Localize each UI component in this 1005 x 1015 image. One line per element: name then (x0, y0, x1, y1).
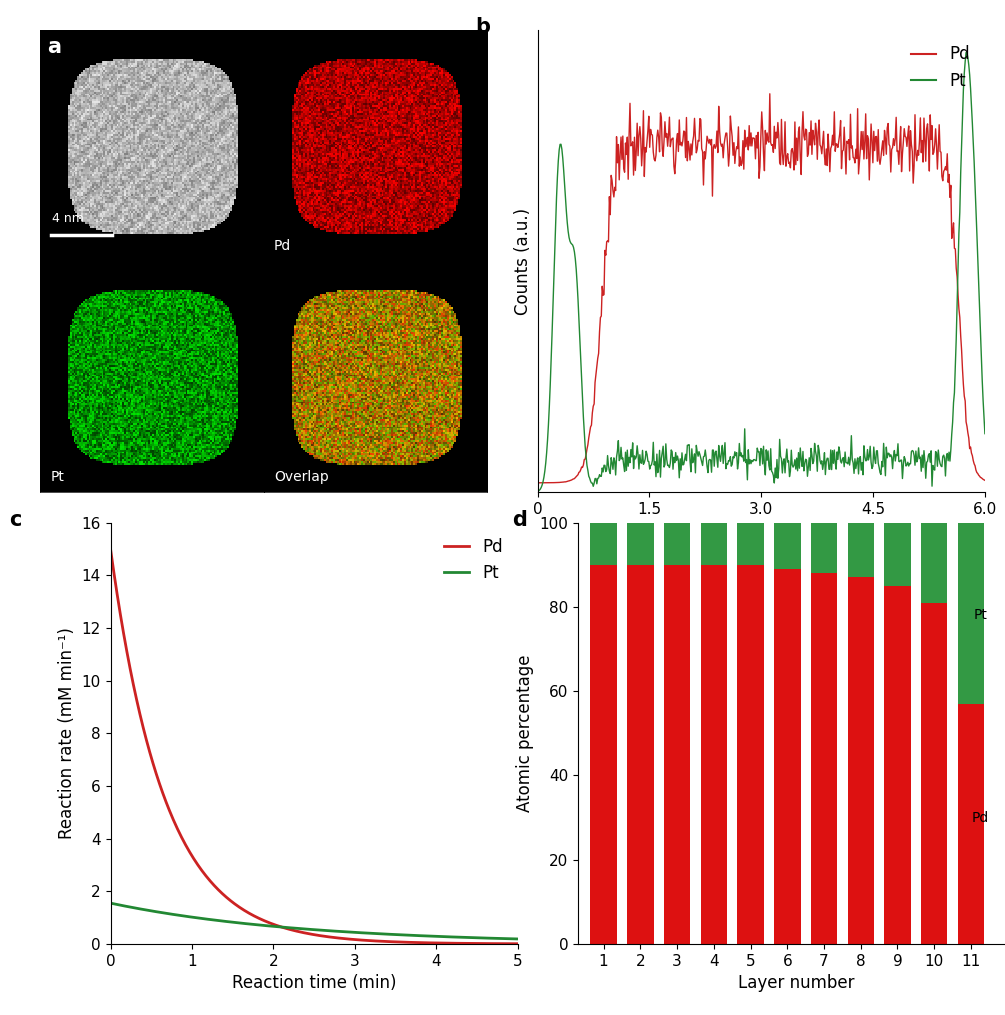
Text: 4 nm: 4 nm (52, 212, 84, 225)
X-axis label: Reaction time (min): Reaction time (min) (232, 974, 396, 993)
Bar (700, 523, 727, 564)
Bar (590, 523, 617, 564)
Bar (664, 564, 690, 944)
Bar (847, 578, 874, 944)
Bar (700, 564, 727, 944)
Text: c: c (9, 511, 21, 530)
Text: b: b (475, 16, 490, 37)
Text: Overlap: Overlap (274, 470, 329, 483)
Text: d: d (513, 511, 528, 530)
Bar (738, 564, 764, 944)
Y-axis label: Atomic percentage: Atomic percentage (516, 655, 534, 812)
Bar (811, 523, 837, 573)
Bar (921, 523, 948, 603)
Bar (627, 564, 653, 944)
X-axis label: Distance (nm): Distance (nm) (702, 523, 820, 541)
Bar (847, 523, 874, 578)
X-axis label: Layer number: Layer number (739, 974, 854, 993)
Text: Pt: Pt (50, 470, 64, 483)
Bar (590, 564, 617, 944)
Legend: Pd, Pt: Pd, Pt (437, 531, 510, 589)
Legend: Pd, Pt: Pd, Pt (904, 39, 977, 96)
Y-axis label: Reaction rate (mM min⁻¹): Reaction rate (mM min⁻¹) (58, 627, 76, 839)
Text: Pd: Pd (972, 811, 989, 824)
Bar (958, 523, 984, 703)
Bar (811, 573, 837, 944)
Bar (774, 569, 801, 944)
Bar (774, 523, 801, 569)
Y-axis label: Counts (a.u.): Counts (a.u.) (515, 208, 532, 315)
Bar (884, 586, 911, 944)
Bar (627, 523, 653, 564)
Text: Pd: Pd (274, 239, 291, 253)
Bar (738, 523, 764, 564)
Text: a: a (46, 38, 60, 57)
Bar (664, 523, 690, 564)
Bar (921, 603, 948, 944)
Text: Pt: Pt (973, 608, 987, 622)
Bar (884, 523, 911, 586)
Bar (958, 703, 984, 944)
